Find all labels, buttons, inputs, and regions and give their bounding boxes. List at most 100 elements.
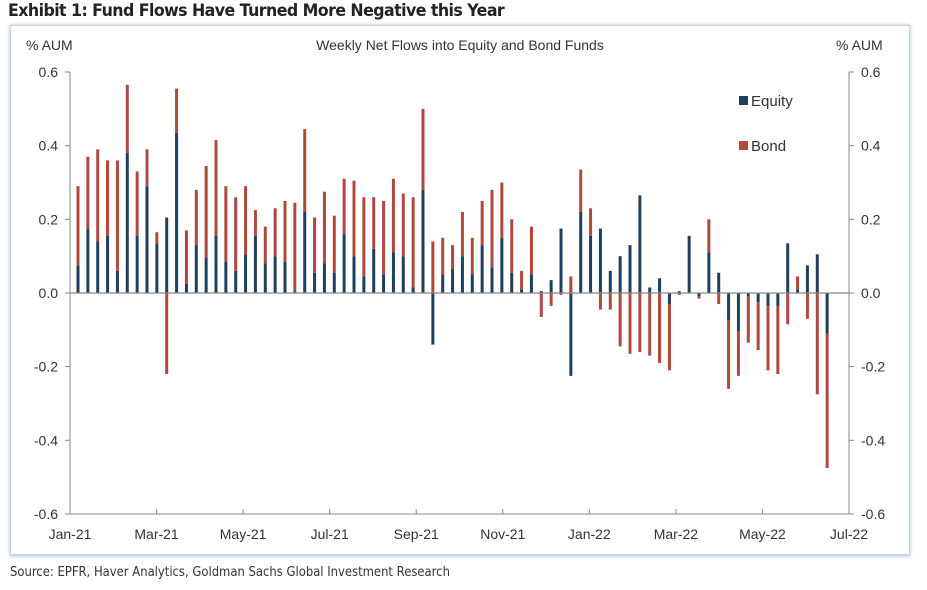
bar-bond bbox=[263, 226, 267, 264]
x-tick-label: May-22 bbox=[739, 526, 786, 542]
bar-equity bbox=[135, 235, 139, 293]
y-tick-label-left: -0.4 bbox=[34, 432, 58, 448]
bar-bond bbox=[825, 333, 829, 468]
bar-bond bbox=[362, 197, 366, 277]
bar-equity bbox=[165, 217, 169, 293]
bar-bond bbox=[451, 245, 455, 270]
bar-bond bbox=[253, 210, 257, 236]
bar-equity bbox=[125, 153, 129, 293]
bar-bond bbox=[204, 165, 208, 259]
y-axis-label-left: % AUM bbox=[26, 37, 73, 53]
bar-bond bbox=[175, 88, 179, 133]
bar-equity bbox=[303, 211, 307, 293]
bar-equity bbox=[106, 235, 110, 293]
bar-bond bbox=[667, 304, 671, 371]
bar-bond bbox=[608, 293, 612, 310]
bar-equity bbox=[815, 254, 819, 293]
bar-equity bbox=[214, 235, 218, 293]
bar-bond bbox=[618, 293, 622, 347]
bar-equity bbox=[510, 272, 514, 293]
bar-bond bbox=[589, 208, 593, 236]
bar-bond bbox=[559, 293, 563, 295]
exhibit-title: Exhibit 1: Fund Flows Have Turned More N… bbox=[8, 1, 505, 21]
bar-equity bbox=[717, 272, 721, 293]
legend-swatch-bond bbox=[739, 141, 748, 150]
bar-equity bbox=[658, 278, 662, 293]
bar-bond bbox=[677, 293, 681, 295]
bar-equity bbox=[786, 243, 790, 293]
bar-equity bbox=[391, 252, 395, 293]
bar-equity bbox=[667, 293, 671, 305]
bar-equity bbox=[707, 252, 711, 293]
bar-equity bbox=[115, 270, 119, 293]
bar-bond bbox=[727, 320, 731, 389]
bar-equity bbox=[441, 274, 445, 293]
bar-equity bbox=[194, 245, 198, 293]
bar-equity bbox=[253, 235, 257, 293]
bar-bond bbox=[342, 178, 346, 235]
bar-bond bbox=[382, 200, 386, 275]
bar-equity bbox=[549, 280, 553, 293]
y-tick-label-left: 0.4 bbox=[39, 138, 59, 154]
bar-equity bbox=[273, 256, 277, 293]
y-tick-label-left: -0.6 bbox=[34, 506, 58, 522]
bar-bond bbox=[76, 186, 80, 266]
y-tick-label-right: -0.6 bbox=[861, 506, 885, 522]
bar-equity bbox=[648, 287, 652, 293]
bar-bond bbox=[549, 293, 553, 306]
bar-equity bbox=[460, 256, 464, 293]
bar-equity bbox=[76, 265, 80, 293]
bar-equity bbox=[520, 289, 524, 293]
y-axis-label-right: % AUM bbox=[836, 37, 883, 53]
bar-bond bbox=[628, 293, 632, 354]
bar-equity bbox=[559, 228, 563, 293]
bar-bond bbox=[106, 160, 110, 236]
bar-bond bbox=[500, 182, 504, 238]
bar-equity bbox=[244, 254, 248, 293]
x-tick-label: Nov-21 bbox=[480, 526, 525, 542]
y-tick-label-right: 0.6 bbox=[861, 64, 881, 80]
bar-equity bbox=[184, 283, 188, 293]
bar-equity bbox=[313, 272, 317, 293]
bar-equity bbox=[727, 293, 731, 321]
bar-bond bbox=[490, 189, 494, 268]
bar-bond bbox=[539, 293, 543, 317]
chart-title: Weekly Net Flows into Equity and Bond Fu… bbox=[316, 37, 604, 53]
bar-equity bbox=[638, 195, 642, 293]
bar-bond bbox=[746, 296, 750, 343]
bar-equity bbox=[687, 235, 691, 293]
bar-equity bbox=[234, 270, 238, 293]
bar-equity bbox=[145, 186, 149, 293]
bar-bond bbox=[194, 189, 198, 246]
bar-equity bbox=[746, 293, 750, 297]
bar-bond bbox=[332, 215, 336, 273]
bar-bond bbox=[96, 149, 100, 242]
bar-equity bbox=[608, 270, 612, 293]
bar-equity bbox=[421, 189, 425, 293]
legend-label-bond: Bond bbox=[751, 138, 786, 155]
bar-equity bbox=[322, 263, 326, 293]
source-note: Source: EPFR, Haver Analytics, Goldman S… bbox=[10, 564, 450, 580]
bar-bond bbox=[579, 169, 583, 212]
y-tick-label-left: -0.2 bbox=[34, 359, 58, 375]
bar-equity bbox=[293, 291, 297, 293]
y-tick-label-right: -0.2 bbox=[861, 359, 885, 375]
bar-equity bbox=[332, 272, 336, 293]
bar-equity bbox=[677, 291, 681, 293]
bar-bond bbox=[766, 305, 770, 371]
bar-bond bbox=[283, 200, 287, 262]
bar-equity bbox=[579, 211, 583, 293]
y-tick-label-left: 0.6 bbox=[39, 64, 59, 80]
bar-equity bbox=[825, 293, 829, 334]
bar-bond bbox=[776, 305, 780, 375]
bar-bond bbox=[115, 160, 119, 271]
bar-bond bbox=[322, 191, 326, 264]
bar-equity bbox=[490, 267, 494, 293]
y-tick-label-right: 0.4 bbox=[861, 138, 881, 154]
bar-bond bbox=[470, 237, 474, 275]
bar-bond bbox=[529, 226, 533, 275]
bar-bond bbox=[165, 293, 169, 375]
bar-equity bbox=[500, 237, 504, 293]
bar-equity bbox=[382, 274, 386, 293]
